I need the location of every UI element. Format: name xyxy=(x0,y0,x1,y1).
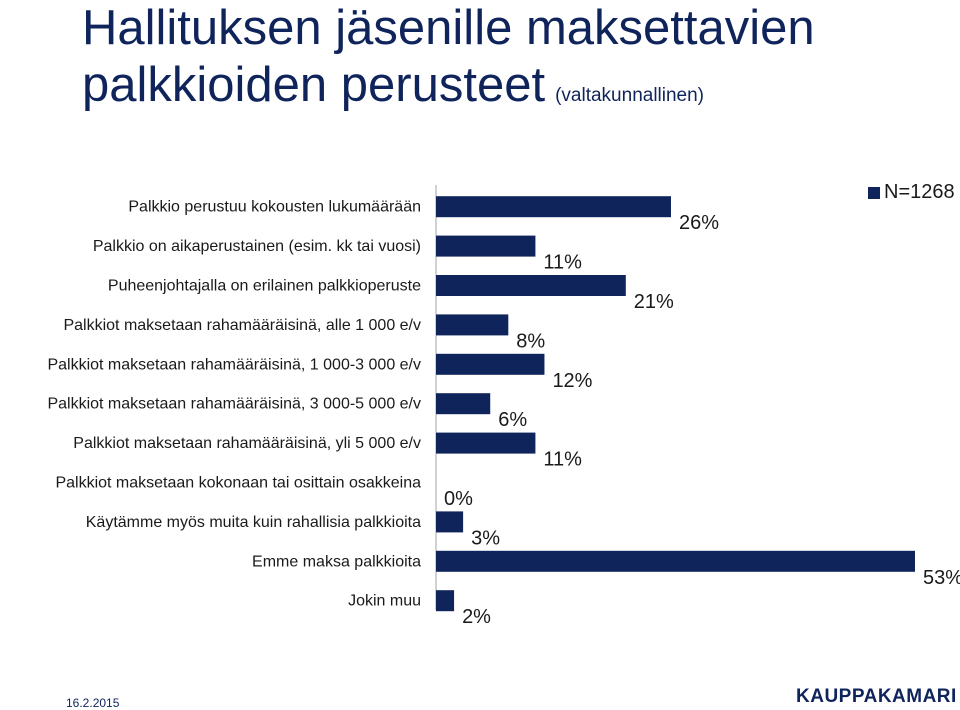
value-label-3: 21% xyxy=(634,291,674,313)
value-label-11: 2% xyxy=(462,606,491,628)
bar-9 xyxy=(436,511,464,533)
value-label-5: 12% xyxy=(552,370,592,392)
bar-7 xyxy=(436,432,536,454)
chart-subtitle: (valtakunnallinen) xyxy=(555,85,705,106)
category-label-7: Palkkiot maksetaan rahamääräisinä, yli 5… xyxy=(73,435,421,452)
value-label-7: 11% xyxy=(543,449,582,471)
category-labels-group: Palkkio perustuu kokousten lukumäärään Pa… xyxy=(47,199,421,610)
footer-date: 16.2.2015 xyxy=(66,696,120,710)
bar-6 xyxy=(436,393,491,415)
bar-3 xyxy=(436,275,626,296)
bars-group xyxy=(436,196,915,612)
bar-4 xyxy=(436,314,509,336)
value-label-1: 26% xyxy=(679,212,719,234)
title-line-1: Hallituksen jäsenille maksettavien xyxy=(82,1,815,55)
category-label-6: Palkkiot maksetaan rahamääräisinä, 3 000… xyxy=(47,396,421,413)
category-label-5: Palkkiot maksetaan rahamääräisinä, 1 000… xyxy=(47,356,421,373)
value-label-4: 8% xyxy=(516,330,545,352)
bar-1 xyxy=(436,196,671,218)
legend-swatch xyxy=(868,186,880,199)
chart-title: Hallituksen jäsenille maksettavien palkk… xyxy=(82,0,942,124)
value-label-10: 53% xyxy=(923,567,960,589)
value-labels-group: 26% 11% 21% 8% 12% 6% 11% 0% 3% 53% 2% xyxy=(444,212,960,628)
title-line-2-text: palkkioiden perusteet xyxy=(82,58,546,112)
bar-chart: Palkkio perustuu kokousten lukumäärään Pa… xyxy=(47,185,960,628)
value-label-6: 6% xyxy=(498,409,527,431)
chart-legend: N=1268 xyxy=(868,181,955,204)
category-label-8: Palkkiot maksetaan kokonaan tai osittain… xyxy=(55,475,421,492)
category-label-9: Käytämme myös muita kuin rahallisia palk… xyxy=(86,514,421,531)
value-label-8: 0% xyxy=(444,488,473,510)
kauppakamari-logo: KAUPPAKAMARI xyxy=(796,686,957,707)
category-label-11: Jokin muu xyxy=(348,593,421,610)
category-label-4: Palkkiot maksetaan rahamääräisinä, alle … xyxy=(63,317,421,334)
legend-label: N=1268 xyxy=(884,181,955,203)
bar-5 xyxy=(436,353,545,375)
bar-2 xyxy=(436,235,536,257)
value-label-9: 3% xyxy=(471,527,500,549)
value-label-2: 11% xyxy=(543,252,582,274)
bar-11 xyxy=(436,590,455,612)
title-line-2: palkkioiden perusteet (valtakunnallinen) xyxy=(82,57,942,124)
category-label-3: Puheenjohtajalla on erilainen palkkioper… xyxy=(108,278,421,295)
bar-10 xyxy=(436,550,915,572)
category-label-1: Palkkio perustuu kokousten lukumäärään xyxy=(128,199,421,216)
category-label-10: Emme maksa palkkioita xyxy=(252,553,421,570)
category-label-2: Palkkio on aikaperustainen (esim. kk tai… xyxy=(93,238,421,255)
